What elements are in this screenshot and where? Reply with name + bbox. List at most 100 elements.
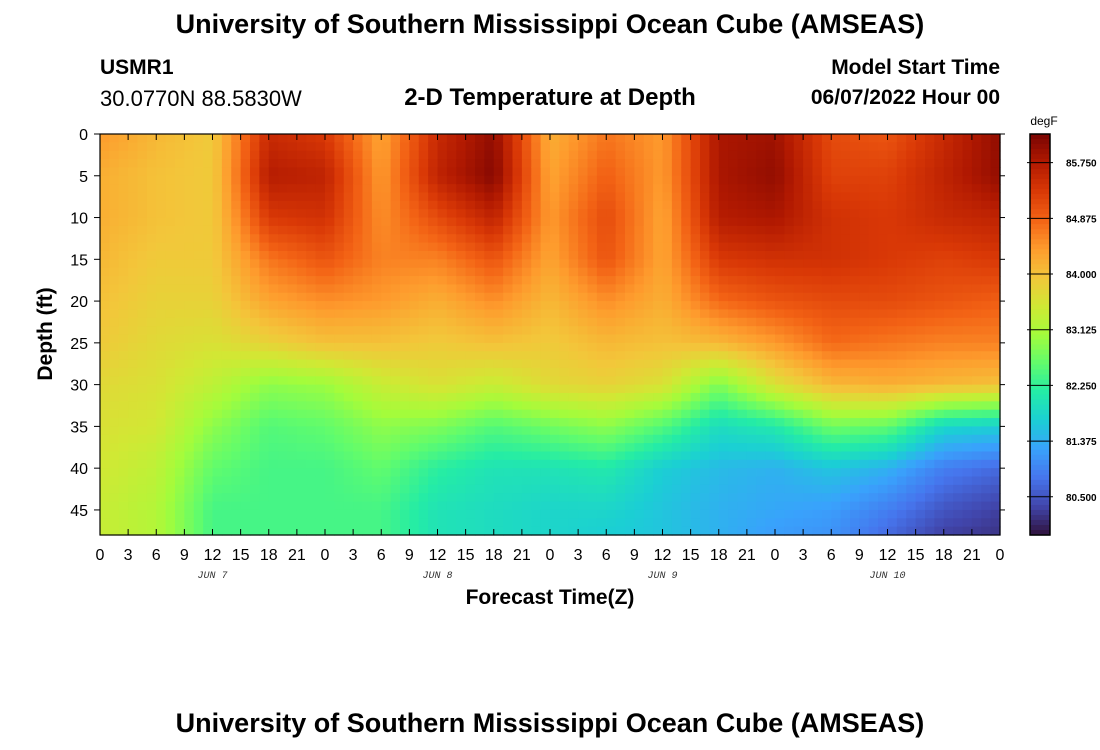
- heatmap-cell: [943, 484, 954, 494]
- heatmap-cell: [971, 192, 982, 202]
- heatmap-cell: [315, 134, 326, 143]
- heatmap-cell: [634, 476, 645, 486]
- heatmap-cell: [493, 175, 504, 185]
- heatmap-cell: [428, 367, 439, 377]
- heatmap-cell: [315, 401, 326, 411]
- heatmap-cell: [868, 426, 879, 436]
- heatmap-cell: [128, 167, 139, 177]
- heatmap-cell: [643, 192, 654, 202]
- heatmap-cell: [990, 443, 1001, 453]
- heatmap-cell: [887, 184, 898, 194]
- heatmap-cell: [925, 200, 935, 210]
- heatmap-cell: [559, 334, 570, 344]
- heatmap-cell: [100, 242, 110, 252]
- heatmap-cell: [456, 175, 467, 185]
- heatmap-cell: [831, 309, 842, 319]
- colorbar-swatch: [1030, 289, 1050, 295]
- heatmap-cell: [118, 175, 129, 185]
- heatmap-cell: [250, 392, 260, 402]
- heatmap-cell: [193, 292, 204, 302]
- heatmap-cell: [137, 217, 148, 227]
- heatmap-cell: [212, 200, 223, 210]
- heatmap-cell: [296, 134, 307, 143]
- heatmap-cell: [343, 451, 354, 461]
- heatmap-cell: [343, 468, 354, 478]
- heatmap-cell: [831, 200, 842, 210]
- heatmap-cell: [812, 409, 823, 419]
- heatmap-cell: [831, 209, 842, 219]
- heatmap-cell: [643, 501, 654, 511]
- x-tick-label: 9: [855, 547, 864, 564]
- heatmap-cell: [559, 468, 570, 478]
- heatmap-cell: [587, 217, 598, 227]
- heatmap-cell: [728, 142, 739, 152]
- heatmap-cell: [118, 209, 129, 219]
- heatmap-cell: [259, 192, 270, 202]
- heatmap-cell: [512, 309, 523, 319]
- heatmap-cell: [756, 276, 767, 285]
- heatmap-cell: [250, 292, 260, 302]
- heatmap-cell: [259, 326, 270, 336]
- heatmap-cell: [362, 200, 373, 210]
- heatmap-cell: [756, 476, 767, 486]
- heatmap-cell: [437, 509, 448, 519]
- heatmap-cell: [184, 276, 195, 285]
- heatmap-cell: [390, 384, 401, 394]
- heatmap-cell: [728, 484, 739, 494]
- heatmap-cell: [596, 217, 607, 227]
- heatmap-cell: [334, 217, 345, 227]
- heatmap-cell: [100, 342, 110, 352]
- heatmap-cell: [756, 376, 767, 386]
- heatmap-cell: [146, 334, 157, 344]
- heatmap-cell: [381, 409, 392, 419]
- heatmap-cell: [559, 276, 570, 285]
- heatmap-cell: [268, 426, 279, 436]
- heatmap-cell: [737, 367, 748, 377]
- heatmap-cell: [137, 351, 148, 361]
- heatmap-cell: [446, 134, 457, 143]
- heatmap-cell: [690, 192, 701, 202]
- heatmap-cell: [437, 409, 448, 419]
- heatmap-cell: [315, 142, 326, 152]
- heatmap-cell: [146, 468, 157, 478]
- heatmap-cell: [503, 259, 514, 269]
- heatmap-cell: [643, 526, 654, 536]
- heatmap-cell: [793, 250, 804, 260]
- heatmap-cell: [934, 526, 945, 536]
- heatmap-cell: [606, 267, 617, 277]
- heatmap-cell: [765, 267, 776, 277]
- heatmap-cell: [775, 493, 785, 503]
- heatmap-cell: [578, 509, 589, 519]
- heatmap-cell: [850, 526, 860, 536]
- heatmap-cell: [643, 376, 654, 386]
- heatmap-cell: [437, 184, 448, 194]
- heatmap-cell: [268, 276, 279, 285]
- y-tick-label: 30: [70, 378, 88, 395]
- heatmap-cell: [803, 301, 814, 311]
- heatmap-cell: [531, 250, 542, 260]
- heatmap-cell: [896, 501, 907, 511]
- heatmap-cell: [362, 167, 373, 177]
- colorbar-swatch: [1030, 469, 1050, 476]
- heatmap-cell: [653, 376, 664, 386]
- heatmap-cell: [718, 359, 729, 369]
- heatmap-cell: [128, 276, 139, 285]
- heatmap-cell: [934, 426, 945, 436]
- heatmap-cell: [334, 468, 345, 478]
- heatmap-cell: [653, 225, 664, 235]
- heatmap-cell: [428, 292, 439, 302]
- heatmap-cell: [428, 284, 439, 294]
- heatmap-cell: [878, 142, 889, 152]
- heatmap-cell: [503, 301, 514, 311]
- heatmap-cell: [137, 451, 148, 461]
- heatmap-cell: [315, 334, 326, 344]
- heatmap-cell: [596, 317, 607, 327]
- heatmap-cell: [503, 476, 514, 486]
- heatmap-cell: [831, 451, 842, 461]
- heatmap-cell: [990, 392, 1001, 402]
- heatmap-cell: [512, 401, 523, 411]
- heatmap-cell: [896, 426, 907, 436]
- heatmap-cell: [268, 217, 279, 227]
- heatmap-cell: [437, 359, 448, 369]
- heatmap-cell: [681, 459, 692, 469]
